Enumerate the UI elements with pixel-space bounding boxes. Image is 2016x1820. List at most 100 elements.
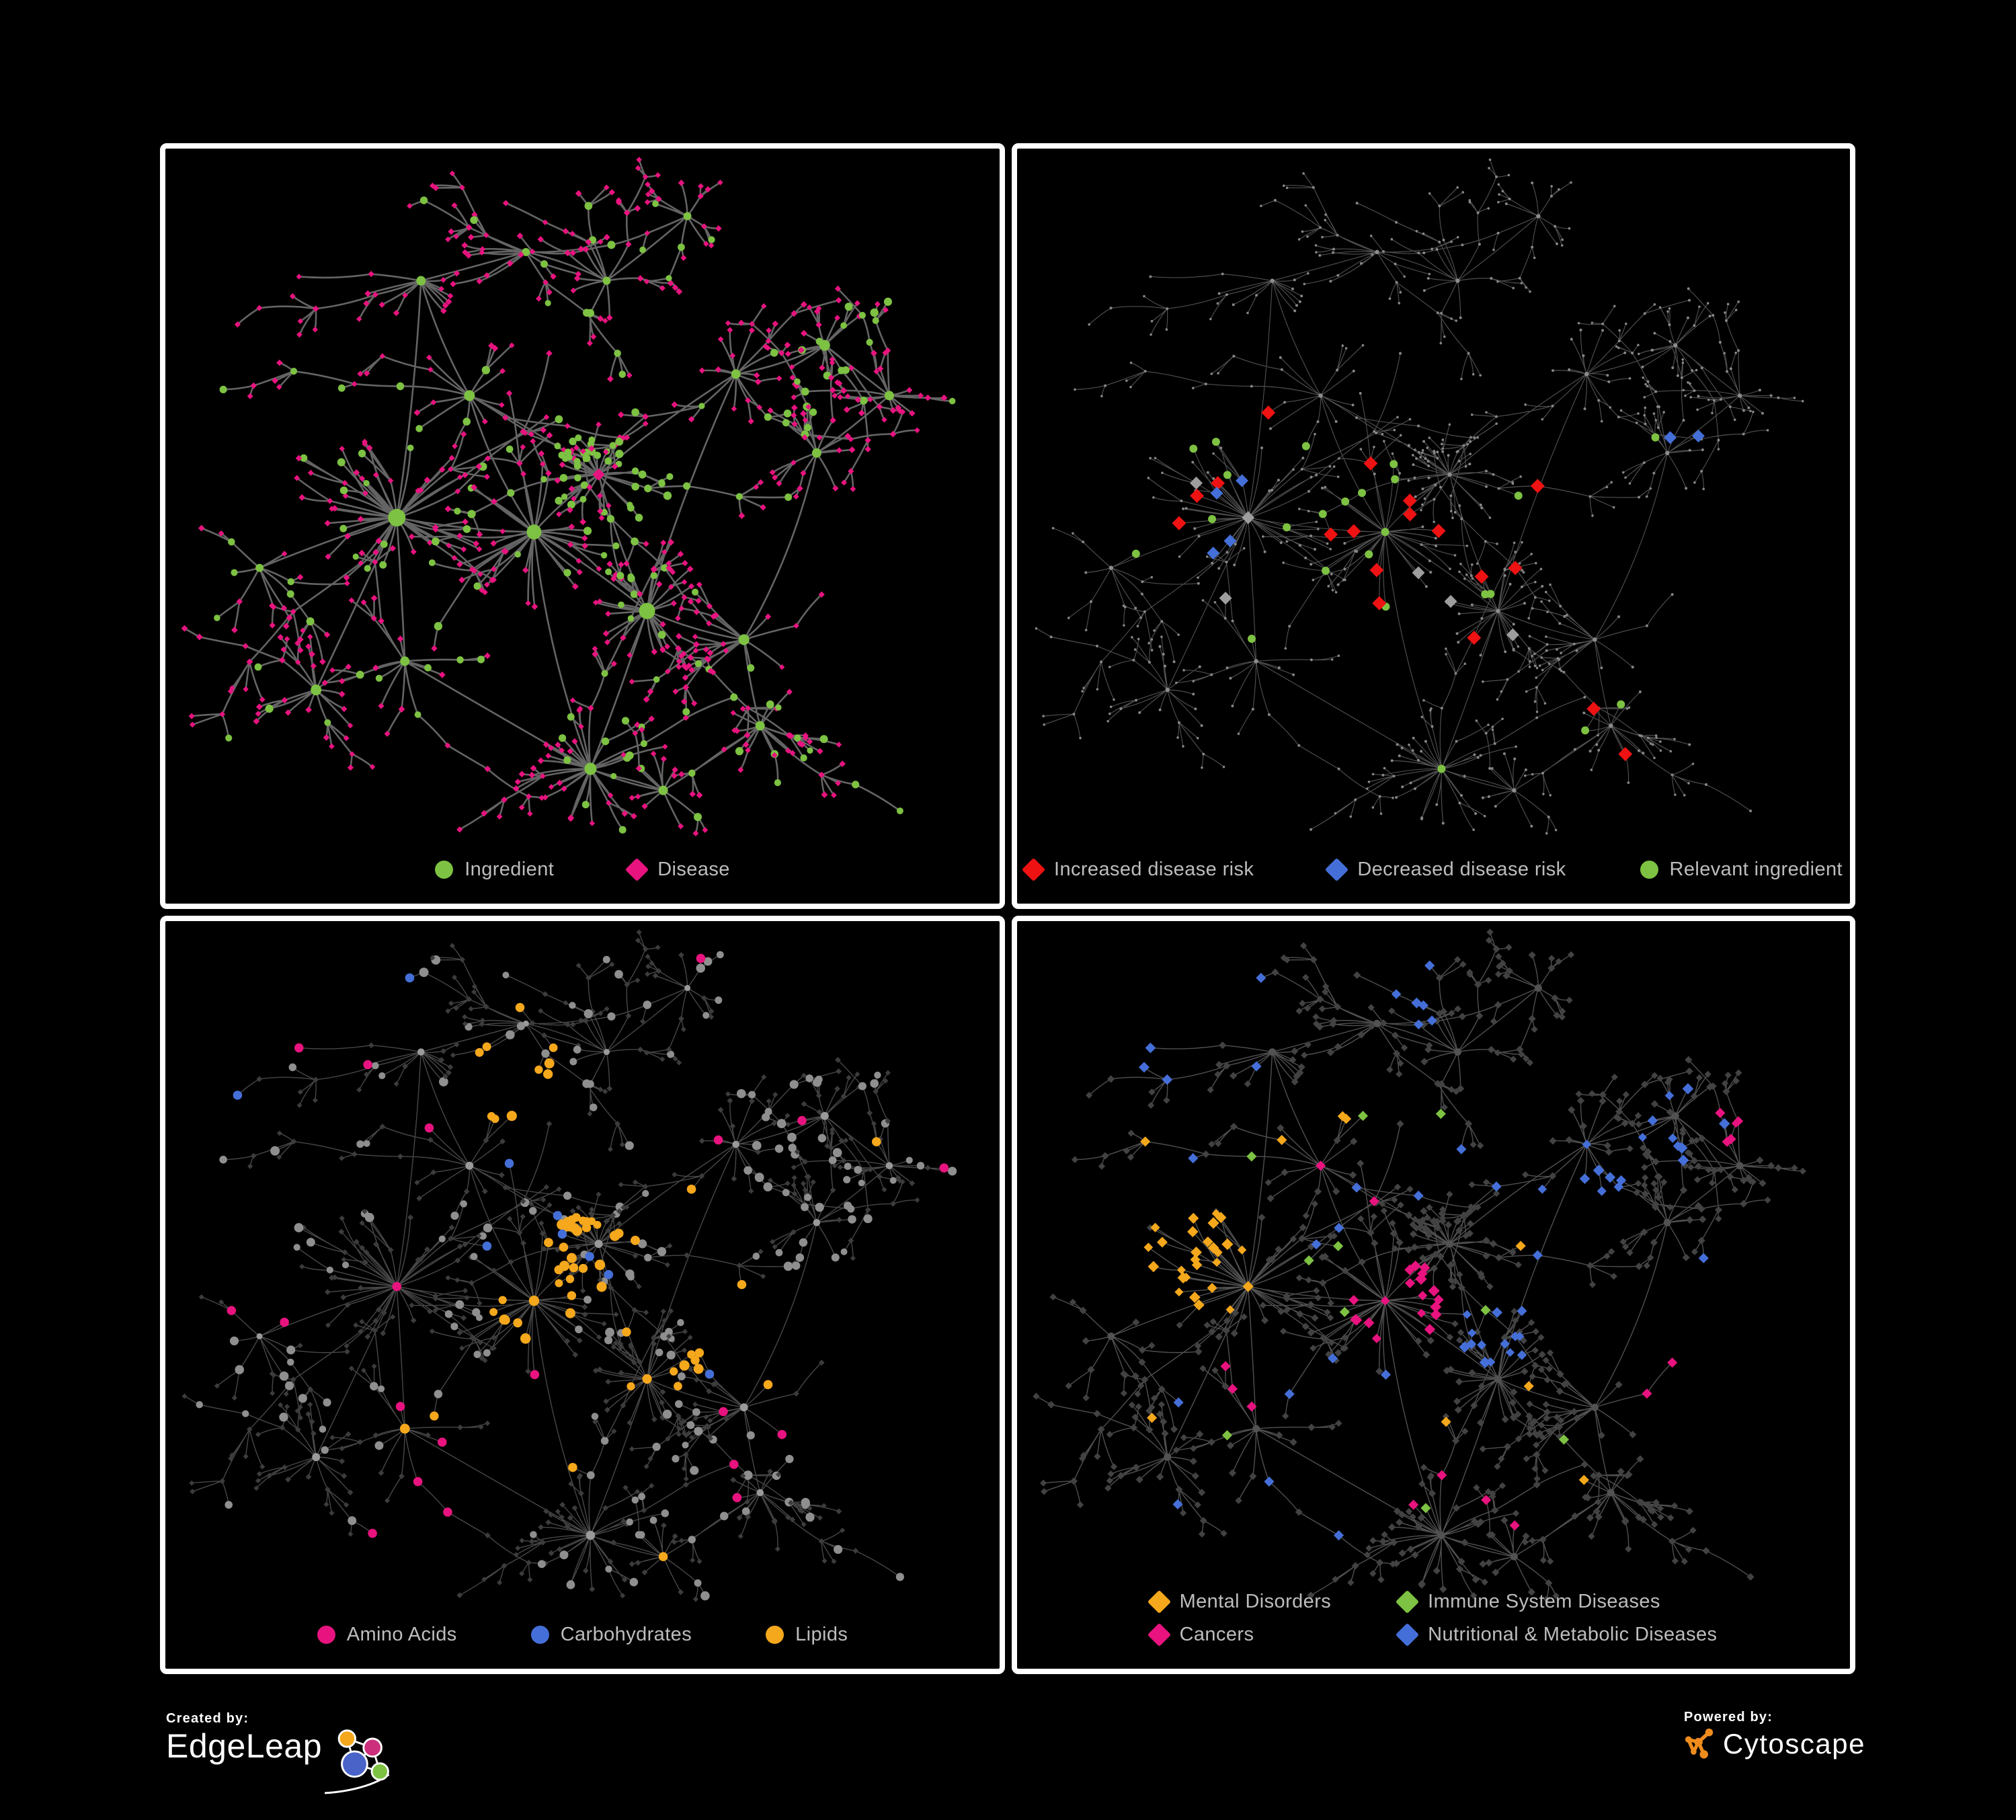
network-node <box>481 1576 487 1583</box>
network-node <box>793 383 800 389</box>
legend-swatch-diamond <box>1325 857 1349 882</box>
network-node <box>1371 773 1375 776</box>
network-node <box>543 1508 549 1515</box>
network-node <box>362 1259 368 1265</box>
network-node <box>1560 651 1562 655</box>
network-node <box>570 287 577 294</box>
network-node <box>666 1350 676 1360</box>
network-node <box>344 1302 351 1308</box>
network-node <box>605 1327 615 1337</box>
highlighted-node <box>1358 489 1366 498</box>
network-node <box>1132 658 1135 662</box>
network-node <box>603 1398 609 1404</box>
network-node <box>1198 1530 1206 1538</box>
network-node <box>402 292 408 299</box>
network-node <box>1535 710 1539 713</box>
network-node <box>1590 768 1593 771</box>
network-node <box>378 703 385 709</box>
network-node <box>1143 610 1146 613</box>
network-node <box>635 514 643 522</box>
legend-label: Carbohydrates <box>560 1624 692 1645</box>
network-node <box>843 1176 851 1184</box>
network-node <box>538 1220 545 1226</box>
network-node <box>682 674 689 681</box>
network-node <box>1268 1048 1277 1056</box>
network-node <box>627 1419 633 1426</box>
network-node <box>1715 1215 1722 1222</box>
network-node <box>1497 183 1500 186</box>
network-node <box>678 770 685 778</box>
highlighted-node <box>513 1318 522 1328</box>
network-node <box>1458 1013 1466 1021</box>
network-node <box>1517 645 1520 648</box>
network-node <box>607 792 614 799</box>
network-node <box>393 309 400 317</box>
network-node <box>1514 551 1517 553</box>
network-node <box>837 1164 843 1171</box>
highlighted-node <box>1698 1253 1709 1263</box>
highlighted-node <box>1207 547 1220 560</box>
network-node <box>1131 1413 1139 1421</box>
network-node <box>848 468 854 475</box>
network-node <box>481 1188 488 1195</box>
highlighted-node <box>1517 1350 1527 1360</box>
network-node <box>1371 806 1375 809</box>
network-node <box>1650 1180 1658 1187</box>
network-node <box>909 1180 916 1187</box>
network-node <box>1454 956 1461 963</box>
network-node <box>343 574 350 582</box>
network-node <box>840 1528 846 1534</box>
network-node <box>434 622 443 631</box>
network-node <box>1492 473 1495 476</box>
network-node <box>489 576 496 584</box>
network-node <box>1531 1465 1539 1472</box>
network-node <box>1495 963 1503 970</box>
network-node <box>725 320 731 326</box>
network-node <box>1428 1489 1437 1497</box>
network-node <box>1231 704 1234 708</box>
network-node <box>1471 563 1474 566</box>
network-node <box>1499 959 1506 967</box>
network-node <box>1336 274 1340 277</box>
network-node <box>561 493 568 500</box>
network-node <box>338 1228 345 1235</box>
network-node <box>678 243 685 251</box>
network-node <box>690 1557 696 1563</box>
network-node <box>1123 624 1125 627</box>
network-node <box>788 1144 797 1152</box>
highlighted-node <box>1190 476 1203 490</box>
network-node <box>1214 1070 1221 1078</box>
network-node <box>484 765 491 773</box>
network-node <box>783 409 792 418</box>
network-node <box>525 1368 532 1374</box>
network-node <box>342 493 349 500</box>
network-node <box>337 458 346 467</box>
legend-item: Disease <box>625 857 730 882</box>
network-node <box>1641 1080 1649 1089</box>
network-node <box>1244 1080 1252 1088</box>
network-node <box>1457 459 1461 463</box>
network-node <box>1549 194 1553 198</box>
network-node <box>717 1107 724 1113</box>
network-node <box>1289 1438 1297 1446</box>
network-node <box>419 196 428 204</box>
highlighted-node <box>1187 1226 1199 1238</box>
network-node <box>1484 469 1488 473</box>
network-node <box>1575 649 1578 652</box>
network-node <box>828 1156 837 1164</box>
network-node <box>664 1262 670 1268</box>
network-node <box>1414 1523 1422 1531</box>
network-node <box>1635 421 1638 424</box>
network-node <box>1401 1044 1408 1052</box>
network-node <box>1334 812 1337 815</box>
network-node <box>442 1073 449 1080</box>
network-node <box>596 1334 602 1340</box>
network-node <box>1465 573 1468 576</box>
network-node <box>1131 635 1133 639</box>
highlighted-node <box>1389 460 1398 469</box>
network-node <box>867 1166 874 1173</box>
network-node <box>600 552 608 559</box>
network-node <box>1512 649 1515 652</box>
highlighted-node <box>1284 1388 1295 1399</box>
network-node <box>1324 485 1327 489</box>
